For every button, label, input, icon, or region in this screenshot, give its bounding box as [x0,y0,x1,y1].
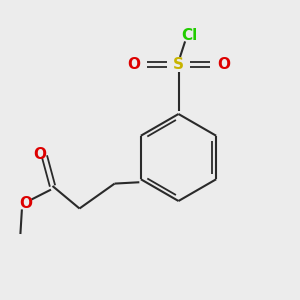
Text: O: O [127,57,140,72]
Text: O: O [33,147,46,162]
Text: S: S [173,57,184,72]
Text: O: O [19,196,32,211]
Text: O: O [217,57,230,72]
Text: Cl: Cl [182,28,198,44]
